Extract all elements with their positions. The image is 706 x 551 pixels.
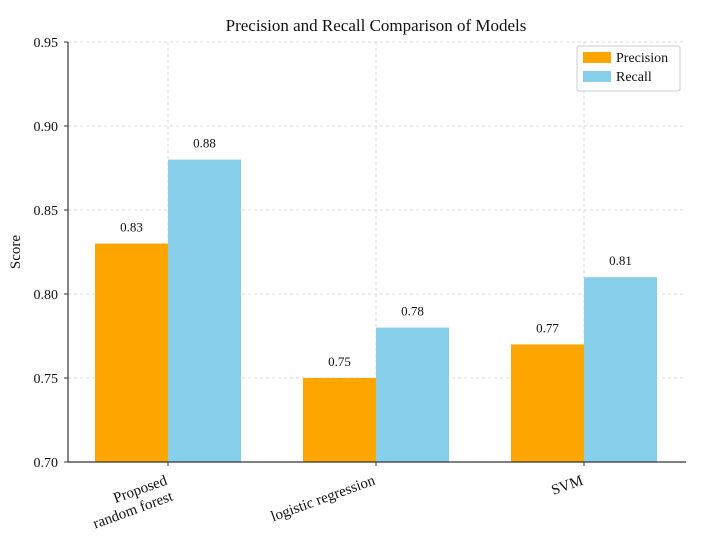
x-tick-label: logistic regression bbox=[269, 473, 378, 526]
y-tick-label: 0.95 bbox=[34, 36, 59, 51]
y-tick-label: 0.70 bbox=[34, 456, 59, 471]
legend: Precision Recall bbox=[576, 45, 681, 92]
bar-precision bbox=[95, 243, 168, 462]
x-tick-label-line: SVM bbox=[549, 473, 585, 499]
bars-layer bbox=[95, 159, 657, 462]
bar-value-label: 0.77 bbox=[536, 320, 559, 335]
bar-precision bbox=[511, 344, 584, 462]
bar-value-label: 0.83 bbox=[120, 220, 143, 235]
bar-value-label: 0.88 bbox=[193, 136, 216, 151]
y-axis-label: Score bbox=[8, 235, 24, 269]
y-tick-label: 0.80 bbox=[34, 288, 59, 303]
bar-value-label: 0.81 bbox=[609, 253, 632, 268]
legend-label: Recall bbox=[616, 70, 652, 85]
y-tick-label: 0.85 bbox=[34, 204, 59, 219]
legend-swatch bbox=[583, 52, 611, 63]
chart-title: Precision and Recall Comparison of Model… bbox=[226, 16, 527, 35]
legend-label: Precision bbox=[616, 51, 668, 66]
y-tick-label: 0.75 bbox=[34, 372, 59, 387]
bar-recall bbox=[584, 277, 657, 462]
bar-recall bbox=[168, 159, 241, 462]
x-tick-label-line: logistic regression bbox=[269, 473, 378, 526]
axes-layer bbox=[64, 41, 686, 466]
bar-value-label: 0.75 bbox=[328, 354, 351, 369]
bar-value-label: 0.78 bbox=[401, 304, 424, 319]
legend-swatch bbox=[583, 71, 611, 82]
x-tick-label: SVM bbox=[549, 473, 585, 499]
bar-precision bbox=[303, 378, 376, 462]
bar-recall bbox=[376, 327, 449, 462]
y-tick-label: 0.90 bbox=[34, 120, 59, 135]
